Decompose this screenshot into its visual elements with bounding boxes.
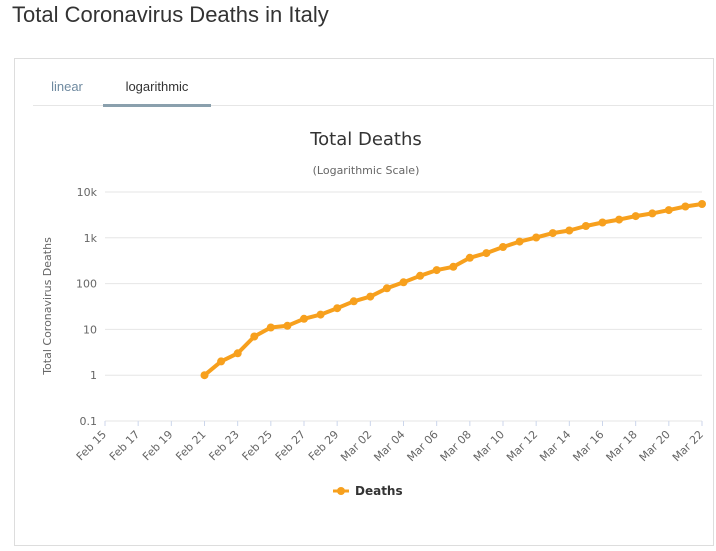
x-tick-label: Feb 19 [140,428,175,463]
data-point[interactable] [631,212,640,221]
x-tick-label: Feb 23 [206,428,241,463]
chart-subtitle: (Logarithmic Scale) [313,164,420,177]
data-point[interactable] [698,200,706,208]
x-tick-label: Feb 21 [173,428,208,463]
x-tick-label: Mar 18 [604,428,640,464]
grid-lines [105,191,702,422]
data-point[interactable] [548,229,557,238]
data-point[interactable] [465,253,474,262]
chart-panel: linear logarithmic Total Deaths (Logarit… [14,58,714,546]
data-point[interactable] [333,304,342,313]
y-tick-label: 10k [77,186,98,199]
x-tick-label: Feb 15 [74,428,109,463]
x-tick-label: Mar 20 [637,428,673,464]
data-point[interactable] [233,349,242,358]
data-point[interactable] [300,314,308,323]
data-point[interactable] [283,321,292,330]
data-point[interactable] [482,249,491,258]
chart-title: Total Deaths [309,129,422,150]
data-point[interactable] [648,209,657,218]
tab-logarithmic[interactable]: logarithmic [103,59,211,107]
x-tick-label: Mar 12 [504,428,540,464]
y-axis-label: Total Coronavirus Deaths [41,237,54,376]
scale-tabs: linear logarithmic [33,59,713,107]
data-point[interactable] [266,323,275,332]
data-point[interactable] [349,297,358,306]
data-point[interactable] [515,237,524,246]
x-tick-label: Feb 25 [240,428,275,463]
data-point[interactable] [316,310,325,319]
legend[interactable]: Deaths [333,484,403,498]
data-point[interactable] [681,202,690,211]
tab-linear[interactable]: linear [51,79,83,94]
data-point[interactable] [366,292,375,301]
x-tick-label: Mar 02 [338,428,374,464]
y-tick-label: 0.1 [80,415,98,428]
page-title: Total Coronavirus Deaths in Italy [12,2,329,27]
series-line [203,202,703,377]
series-deaths [200,200,706,380]
x-tick-label: Feb 27 [273,428,308,463]
y-tick-label: 1 [90,369,97,382]
y-axis-ticks: 0.1 1 10 100 1k 10k [76,186,98,428]
y-tick-label: 1k [84,232,98,245]
x-tick-label: Mar 16 [570,428,606,464]
x-tick-label: Mar 14 [537,428,573,464]
deaths-chart: Total Deaths (Logarithmic Scale) Total C… [41,129,706,498]
y-tick-label: 100 [76,278,97,291]
y-tick-label: 10 [83,323,97,336]
x-tick-label: Mar 10 [471,428,507,464]
data-point[interactable] [565,226,574,235]
legend-marker [337,487,345,495]
legend-label: Deaths [355,484,403,498]
x-tick-label: Mar 04 [371,428,407,464]
data-point[interactable] [664,206,673,215]
data-point[interactable] [598,218,607,227]
data-point[interactable] [200,371,209,380]
x-tick-label: Mar 22 [670,428,706,464]
data-point[interactable] [615,215,624,224]
data-point[interactable] [432,266,441,275]
data-point[interactable] [449,262,458,271]
data-point[interactable] [217,357,226,366]
data-point[interactable] [382,284,391,293]
data-point[interactable] [499,243,507,251]
data-point[interactable] [250,332,259,341]
x-tick-label: Mar 06 [405,428,441,464]
x-tick-label: Feb 29 [306,428,341,463]
data-point[interactable] [399,278,408,287]
data-point[interactable] [416,271,425,280]
data-point[interactable] [581,222,590,230]
x-tick-label: Feb 17 [107,428,142,463]
data-point[interactable] [532,233,541,242]
x-tick-label: Mar 08 [438,428,474,464]
